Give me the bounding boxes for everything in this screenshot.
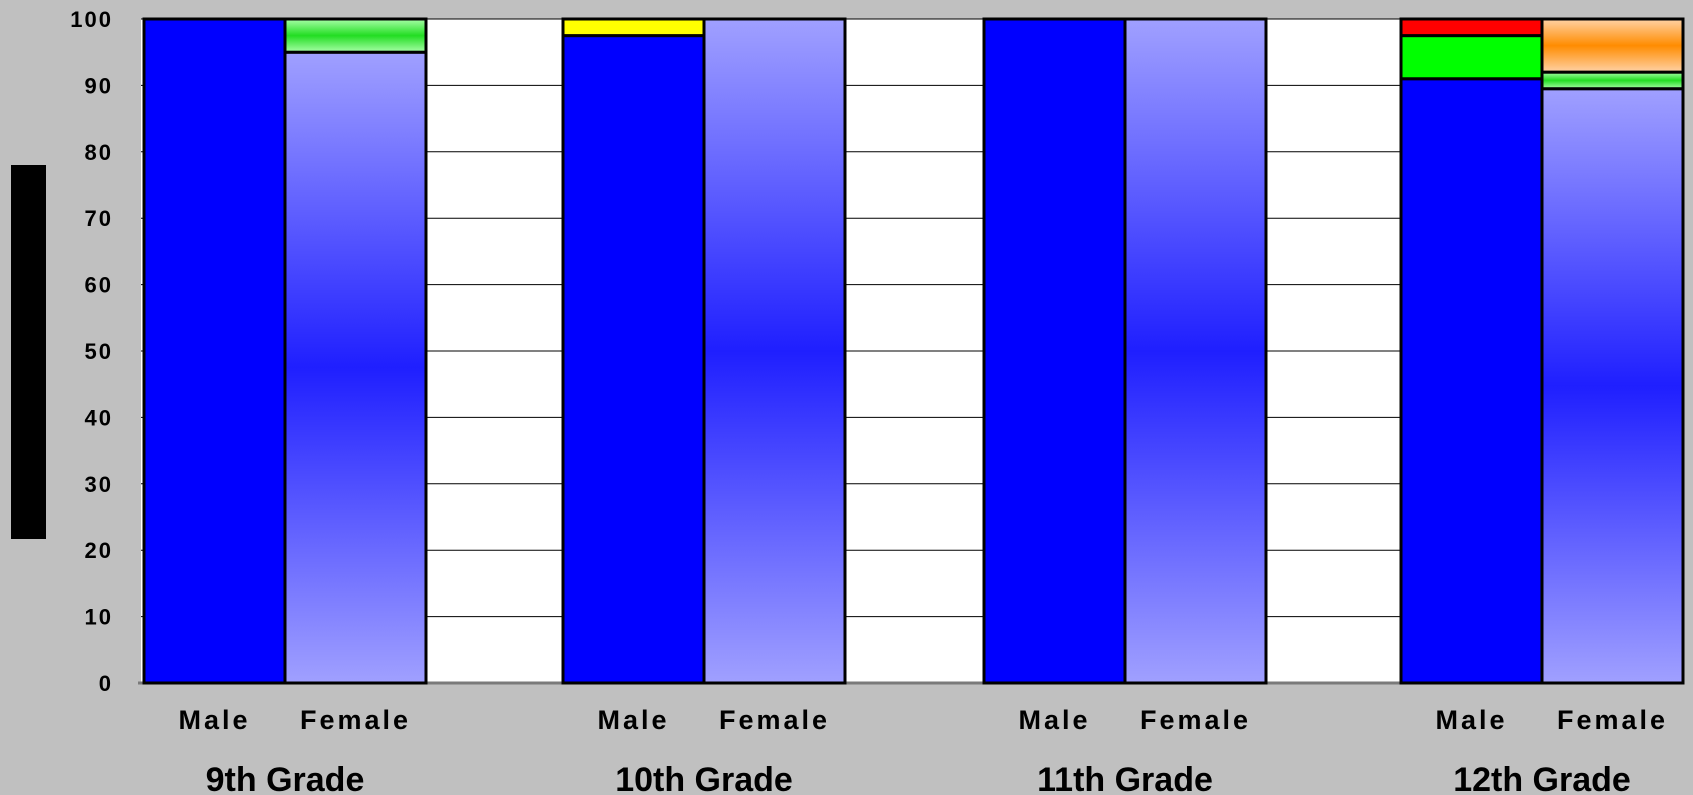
bar-segment xyxy=(982,17,1127,685)
bar-segment xyxy=(142,17,287,685)
y-tick-label: 100 xyxy=(70,7,113,32)
bar-segment xyxy=(561,34,706,685)
bar-segment xyxy=(561,17,706,38)
bar-segment xyxy=(283,17,428,54)
y-tick-label: 30 xyxy=(85,472,113,497)
bar-label: Female xyxy=(300,705,411,735)
y-tick-label: 70 xyxy=(85,206,113,231)
y-tick-label: 10 xyxy=(85,605,113,630)
y-tick-label: 0 xyxy=(99,671,113,696)
bar-label: Female xyxy=(1557,705,1668,735)
bar-label: Male xyxy=(597,705,669,735)
bar-segment xyxy=(1540,87,1685,685)
bar-segment xyxy=(1399,34,1544,81)
bar-segment xyxy=(1123,17,1268,685)
y-tick-label: 20 xyxy=(85,538,113,563)
bar-segment xyxy=(1540,70,1685,91)
y-tick-label: 90 xyxy=(85,73,113,98)
bar-segment xyxy=(283,50,428,685)
y-tick-label: 60 xyxy=(85,273,113,298)
group-label: 10th Grade xyxy=(615,761,793,795)
bar-segment xyxy=(1540,17,1685,74)
y-tick-label: 40 xyxy=(85,405,113,430)
bar-segment xyxy=(702,17,847,685)
bar-label: Male xyxy=(1435,705,1507,735)
bar-label: Female xyxy=(1140,705,1251,735)
y-axis-title-bar xyxy=(11,165,46,539)
group-label: 11th Grade xyxy=(1037,761,1213,795)
bar-label: Male xyxy=(178,705,250,735)
y-tick-label: 50 xyxy=(85,339,113,364)
group-label: 12th Grade xyxy=(1453,761,1631,795)
bar-segment xyxy=(1399,77,1544,685)
bar-segment xyxy=(1399,17,1544,38)
y-tick-label: 80 xyxy=(85,140,113,165)
group-label: 9th Grade xyxy=(206,761,365,795)
bar-label: Male xyxy=(1018,705,1090,735)
bar-label: Female xyxy=(719,705,830,735)
